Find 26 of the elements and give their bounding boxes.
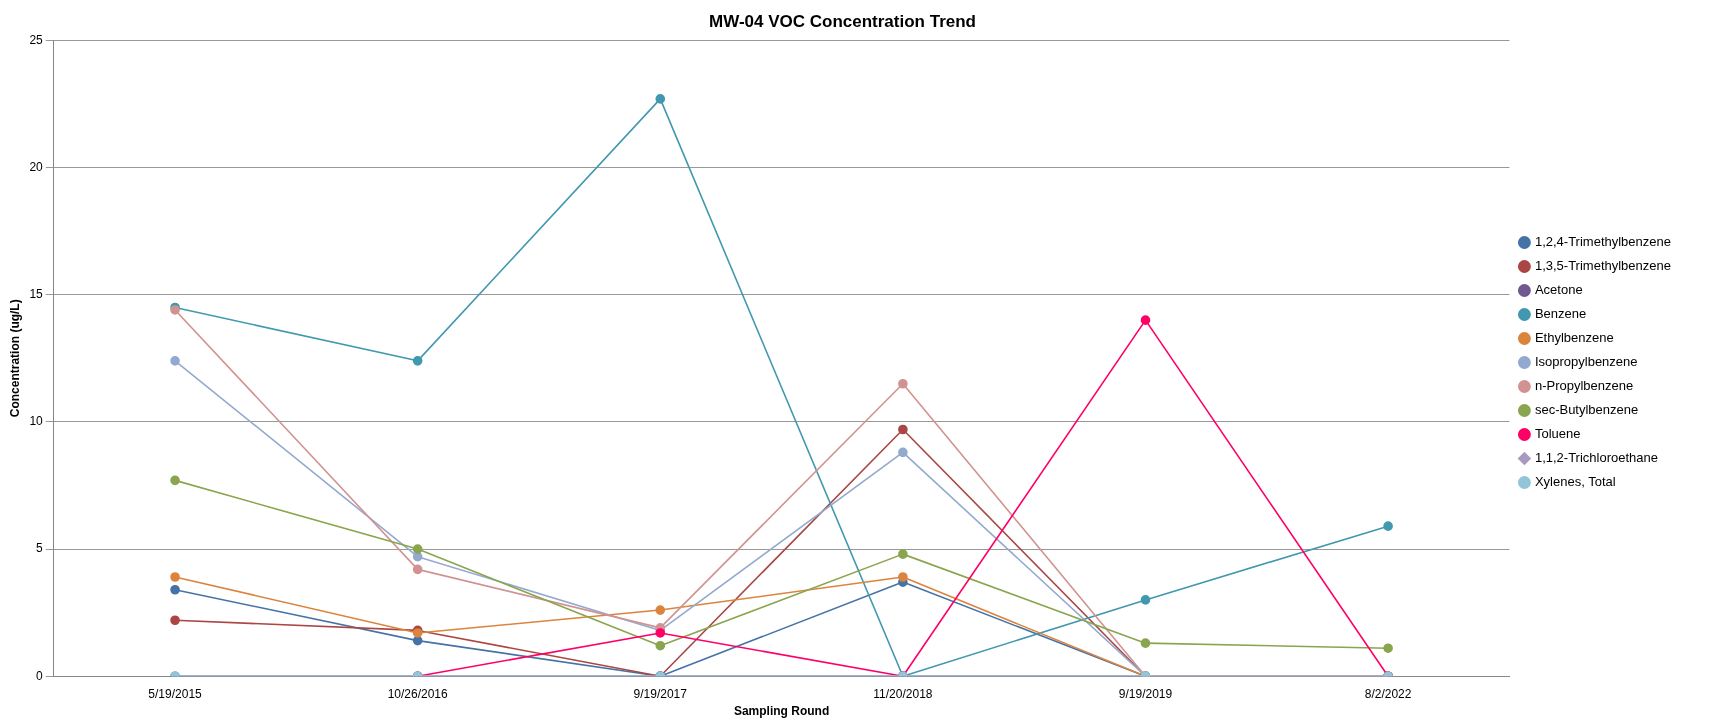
x-axis-title: Sampling Round bbox=[733, 704, 830, 719]
legend-label: 1,2,4-Trimethylbenzene bbox=[1534, 234, 1672, 250]
legend-label: sec-Butylbenzene bbox=[1534, 402, 1639, 418]
y-tick-label: 5 bbox=[36, 541, 44, 556]
legend-label: Isopropylbenzene bbox=[1534, 354, 1638, 370]
x-tick-label: 10/26/2016 bbox=[387, 686, 449, 701]
x-tick-label: 5/19/2015 bbox=[148, 686, 203, 701]
y-axis-title: Concentration (ug/L) bbox=[7, 299, 22, 418]
legend-label: Ethylbenzene bbox=[1534, 330, 1614, 346]
legend-label: Toluene bbox=[1534, 426, 1581, 442]
y-tick-label: 25 bbox=[29, 32, 44, 47]
legend-label: Acetone bbox=[1534, 282, 1583, 298]
y-tick-label: 0 bbox=[36, 668, 44, 683]
x-tick-label: 9/19/2019 bbox=[1118, 686, 1173, 701]
x-tick-label: 9/19/2017 bbox=[633, 686, 688, 701]
y-tick-label: 15 bbox=[29, 287, 44, 302]
chart-title: MW-04 VOC Concentration Trend bbox=[709, 11, 976, 31]
y-tick-label: 20 bbox=[29, 159, 44, 174]
y-tick-label: 10 bbox=[29, 414, 44, 429]
x-tick-label: 8/2/2022 bbox=[1364, 686, 1412, 701]
x-tick-label: 11/20/2018 bbox=[873, 686, 933, 701]
legend-label: Benzene bbox=[1534, 306, 1587, 322]
legend-label: 1,1,2-Trichloroethane bbox=[1534, 450, 1659, 466]
legend-label: 1,3,5-Trimethylbenzene bbox=[1534, 258, 1672, 274]
legend-label: Xylenes, Total bbox=[1534, 474, 1616, 490]
legend-label: n-Propylbenzene bbox=[1534, 378, 1634, 394]
